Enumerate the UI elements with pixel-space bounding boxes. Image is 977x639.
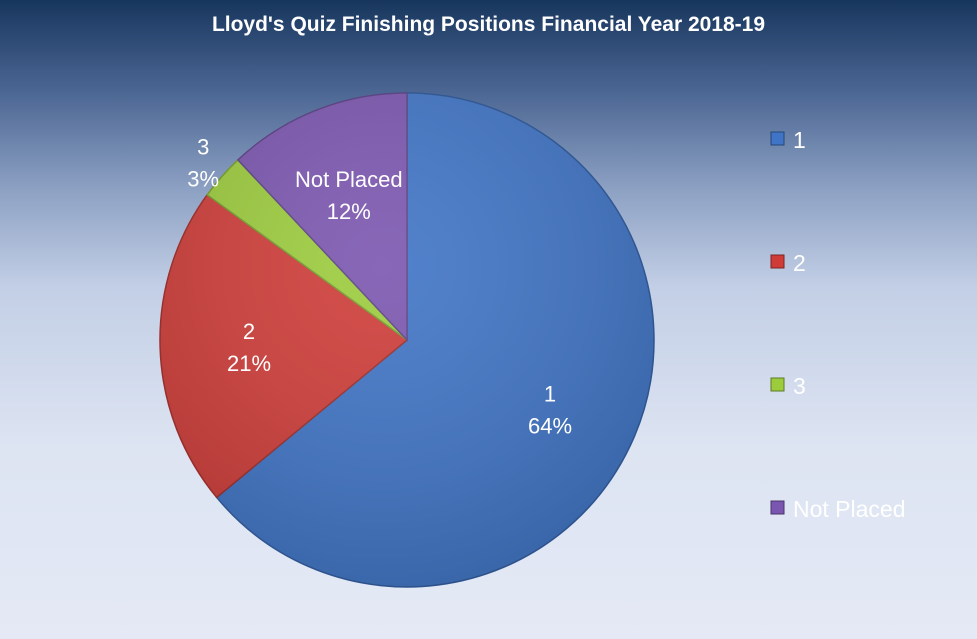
legend-swatch-2 (770, 254, 785, 269)
data-label-not-placed: Not Placed 12% (295, 167, 403, 224)
legend-label-2: 2 (793, 250, 806, 276)
legend-label-1: 1 (793, 127, 806, 153)
legend-swatch-3 (770, 377, 785, 392)
legend-label-3: 3 (793, 373, 806, 399)
data-label-3: 3 3% (187, 134, 219, 191)
data-label-2: 2 21% (227, 319, 271, 376)
legend-label-not-placed: Not Placed (793, 496, 906, 522)
data-label-1: 1 64% (528, 381, 572, 438)
legend-swatch-not-placed (770, 500, 785, 515)
legend-swatch-1 (770, 131, 785, 146)
chart-title: Lloyd's Quiz Finishing Positions Financi… (211, 13, 766, 36)
